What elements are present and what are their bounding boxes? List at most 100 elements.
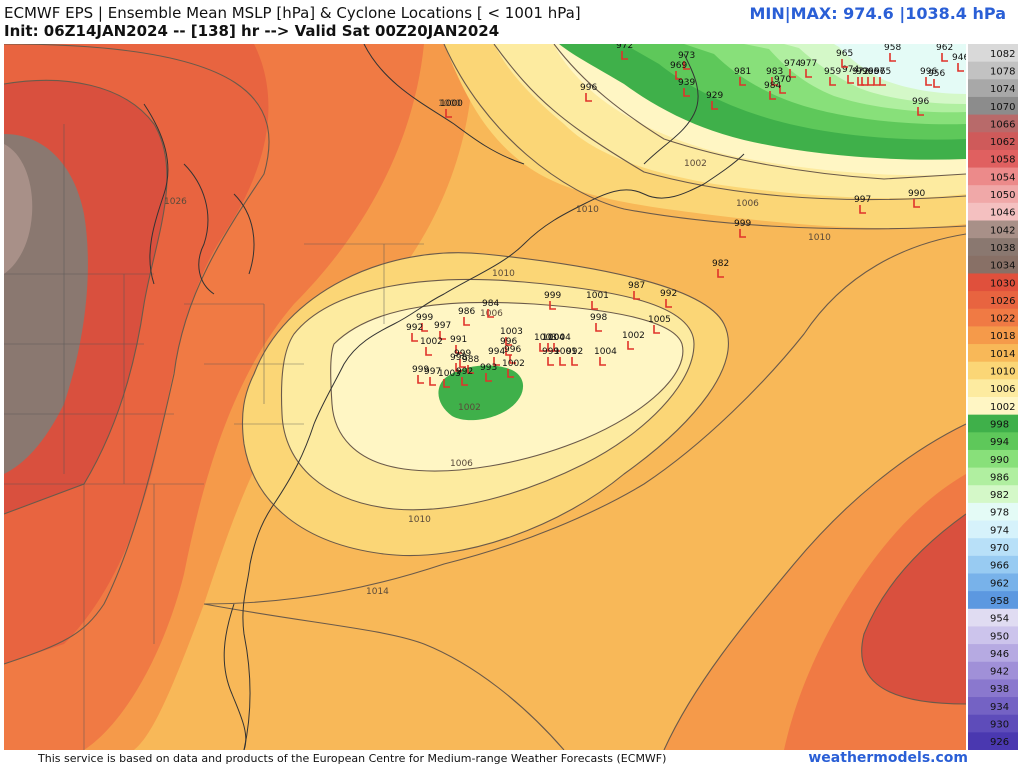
cyclone-pressure-label: 1005 [648,315,671,325]
cyclone-marker: 959 [824,67,841,86]
colorbar-label: 986 [990,472,1009,483]
cyclone-marker: 1005 [648,315,671,334]
colorbar-swatch [968,149,1018,169]
colorbar-swatch [968,202,1018,221]
cyclone-pressure-label: 962 [936,44,953,53]
cyclone-pressure-label: 996 [912,97,929,107]
cyclone-l-symbol [509,355,516,364]
cyclone-pressure-label: 999 [544,291,561,301]
cyclone-marker: 966 [862,67,879,86]
cyclone-pressure-label: 983 [766,67,783,77]
cyclone-pressure-label: 998 [450,353,467,363]
cyclone-pressure-label: 972 [852,67,869,77]
cyclone-l-symbol [585,93,592,102]
cyclone-l-symbol [595,323,602,332]
colorbar-label: 978 [990,508,1009,519]
cyclone-marker: 1004 [542,333,565,352]
colorbar-label: 950 [990,631,1009,642]
map-svg: 1026 1010 1010 1010 1006 1006 1006 1010 … [4,44,966,750]
colorbar-label: 942 [990,667,1009,678]
isobar-label: 1010 [576,205,599,215]
cyclone-pressure-label: 984 [482,299,499,309]
cyclone-l-symbol [459,359,466,368]
cyclone-pressure-label: 990 [908,189,925,199]
colorbar-label: 958 [990,596,1009,607]
cyclone-marker: 969 [670,61,687,80]
cyclone-l-symbol [889,53,896,62]
colorbar-swatch [968,432,1018,451]
colorbar-swatch [968,555,1018,574]
cyclone-marker: 974 [784,59,801,78]
cyclone-l-symbol [913,199,920,208]
cyclone-marker: 965 [836,49,853,68]
cyclone-marker: 958 [884,44,901,62]
cyclone-pressure-label: 986 [458,307,475,317]
cyclone-l-symbol [467,365,474,374]
isobar-label: 1014 [366,587,389,597]
colorbar-label: 1014 [990,349,1015,360]
cyclone-pressure-label: 1004 [542,333,565,343]
cyclone-pressure-label: 994 [488,347,505,357]
cyclone-l-symbol [559,357,566,366]
cyclone-l-symbol [847,75,854,84]
cyclone-pressure-label: 1004 [548,333,571,343]
colorbar-swatch [968,626,1018,645]
cyclone-l-symbol [925,77,932,86]
cyclone-l-symbol [675,71,682,80]
cyclone-pressure-label: 969 [670,61,687,71]
cyclone-pressure-label: 929 [706,91,723,101]
cyclone-marker: 994 [488,347,505,366]
colorbar-label: 1066 [990,119,1015,130]
cyclone-marker: 988 [462,355,479,374]
field-1038-plus [4,144,33,274]
cyclone-l-symbol [411,333,418,342]
cyclone-pressure-label: 996 [856,67,873,77]
isobar-label: 1006 [480,309,503,319]
cyclone-l-symbol [829,77,836,86]
cyclone-marker: 973 [678,51,695,70]
colorbar-label: 1006 [990,384,1015,395]
cyclone-marker: 1004 [594,347,617,366]
colorbar-swatch [968,661,1018,680]
colorbar-swatch [968,591,1018,610]
cyclone-pressure-label: 991 [450,335,467,345]
cyclone-l-symbol [717,269,724,278]
cyclone-pressure-label: 977 [800,59,817,69]
state-borders [4,124,424,750]
cyclone-pressure-label: 972 [616,44,633,51]
colorbar-swatch [968,644,1018,663]
cyclone-pressure-label: 1003 [534,333,557,343]
isobar-label-group: 1026 1010 1010 1010 1006 1006 1006 1010 … [164,99,831,597]
colorbar-swatch [968,538,1018,557]
pressure-map[interactable]: 1026 1010 1010 1010 1006 1006 1006 1010 … [4,44,966,750]
cyclone-marker: 999 [454,349,471,368]
cyclone-pressure-label: 992 [406,323,423,333]
brand-link[interactable]: weathermodels.com [808,750,968,766]
cyclone-marker: 996 [912,97,929,116]
colorbar-label: 954 [990,614,1009,625]
cyclone-l-symbol [549,301,556,310]
cyclone-pressure-label: 988 [462,355,479,365]
colorbar-label: 1002 [990,402,1015,413]
attribution-text: This service is based on data and produc… [38,752,667,765]
isobar-label: 1010 [492,269,515,279]
colorbar-label: 1054 [990,172,1015,183]
cyclone-pressure-label: 984 [764,81,781,91]
cyclone-l-symbol [859,205,866,214]
cyclone-pressure-label: 996 [920,67,937,77]
cyclone-pressure-label: 997 [434,321,451,331]
cyclone-marker: 1002 [502,359,525,378]
colorbar-label: 1082 [990,49,1015,60]
cyclone-marker: 929 [706,91,723,110]
field-1026-southeast [861,514,966,704]
cyclone-l-symbol [867,77,874,86]
colorbar-label: 1074 [990,84,1015,95]
colorbar-swatch [968,361,1018,380]
colorbar-label: 962 [990,578,1009,589]
cyclone-l-symbol [621,51,628,60]
cyclone-l-symbol [455,363,462,372]
colorbar-label: 1070 [990,102,1015,113]
cyclone-l-symbol [599,357,606,366]
cyclone-marker: 992 [566,347,583,366]
